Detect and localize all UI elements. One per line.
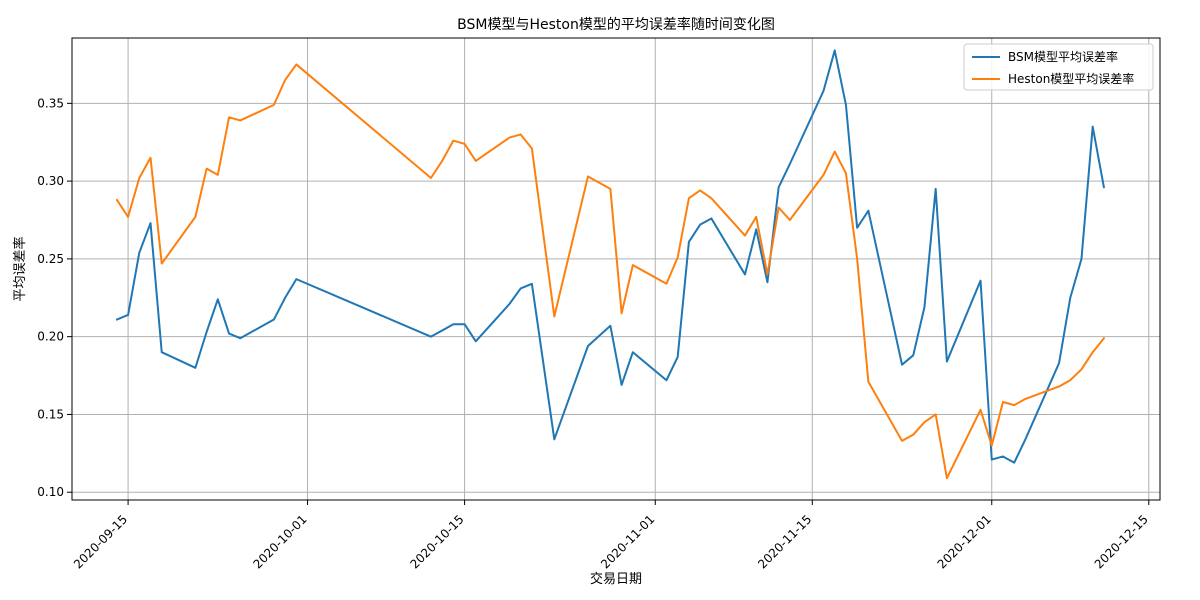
y-tick-label: 0.25 (37, 252, 64, 266)
y-tick-label: 0.35 (37, 96, 64, 110)
series-layer (115, 49, 1105, 480)
chart-title: BSM模型与Heston模型的平均误差率随时间变化图 (457, 16, 775, 33)
y-axis-label: 平均误差率 (12, 236, 28, 301)
y-tick-label: 0.15 (37, 407, 64, 421)
legend: BSM模型平均误差率 Heston模型平均误差率 (963, 43, 1154, 91)
y-tick-label: 0.20 (37, 330, 64, 344)
legend-label: BSM模型平均误差率 (1008, 49, 1118, 64)
plot-frame (71, 37, 1161, 501)
y-tick-label: 0.30 (37, 174, 64, 188)
series-line-1 (115, 49, 1105, 464)
legend-label: Heston模型平均误差率 (1008, 71, 1134, 86)
series-line-2 (115, 63, 1105, 480)
x-axis-label: 交易日期 (590, 571, 642, 587)
y-tick-label: 0.10 (37, 485, 64, 499)
legend-box (963, 43, 1154, 91)
